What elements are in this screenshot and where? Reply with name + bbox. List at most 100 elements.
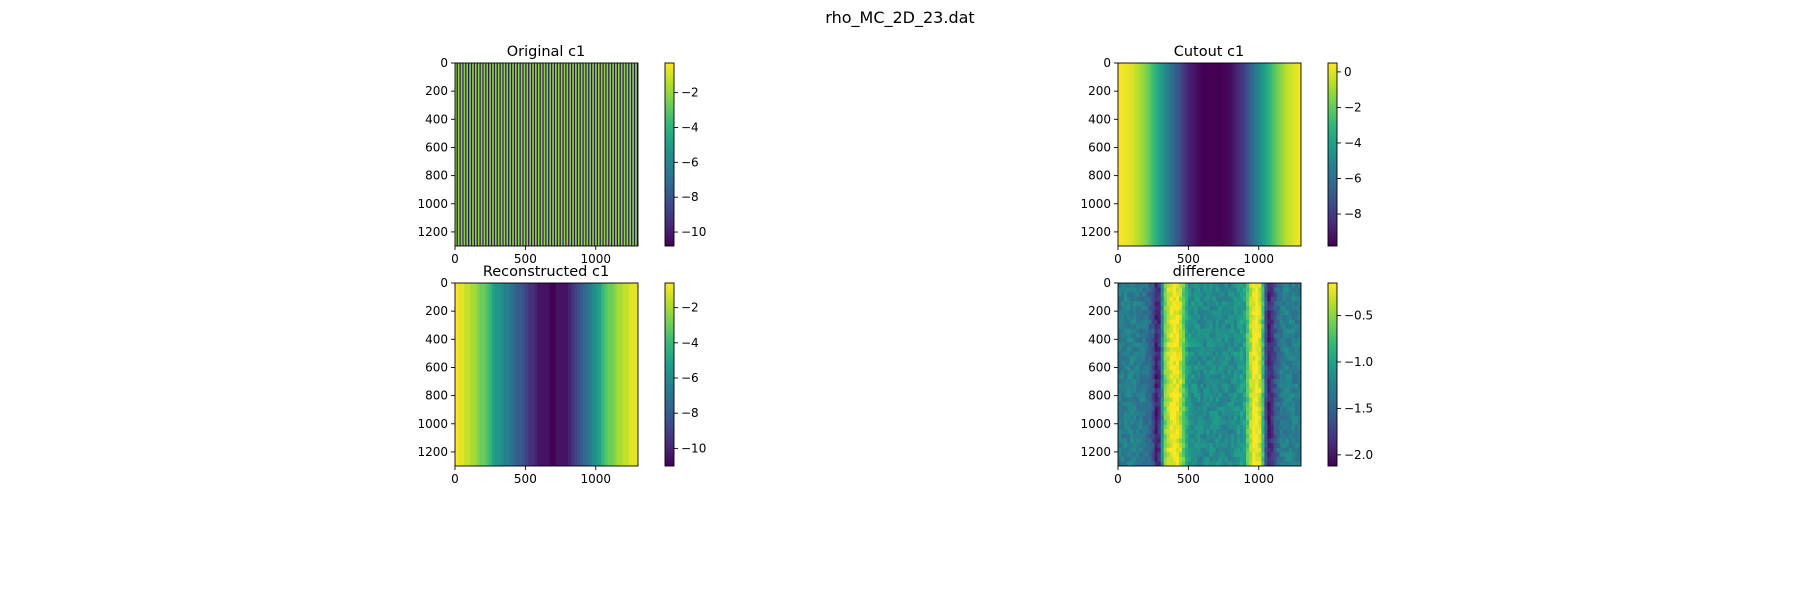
heatmap-cell	[1136, 433, 1140, 440]
heatmap-cell	[1252, 310, 1256, 316]
heatmap-cell	[1179, 456, 1183, 462]
heatmap-cell	[1261, 324, 1265, 330]
heatmap-cell	[1261, 429, 1265, 435]
heatmap-cell	[1221, 429, 1226, 435]
heatmap-cell	[1188, 328, 1192, 334]
heatmap-cell	[1297, 369, 1301, 375]
heatmap-column	[516, 63, 519, 246]
heatmap-column	[1241, 63, 1244, 246]
heatmap-cell	[1154, 379, 1159, 385]
heatmap-cell	[1148, 374, 1153, 380]
heatmap-cell	[1255, 337, 1259, 343]
heatmap-cell	[1267, 324, 1271, 330]
heatmap-cell	[1127, 379, 1131, 385]
heatmap-cell	[1282, 315, 1287, 321]
heatmap-cell	[1191, 287, 1195, 293]
heatmap-cell	[1294, 315, 1299, 321]
heatmap-cell	[1240, 461, 1244, 466]
heatmap-cell	[1252, 452, 1256, 458]
heatmap-column	[534, 283, 538, 466]
heatmap-cell	[1191, 347, 1195, 353]
heatmap-cell	[1264, 443, 1268, 449]
heatmap-cell	[1212, 456, 1217, 462]
heatmap-cell	[1212, 296, 1217, 302]
heatmap-cell	[1276, 456, 1281, 462]
heatmap-cell	[1279, 324, 1284, 330]
heatmap-cell	[1285, 360, 1290, 366]
heatmap-cell	[1273, 351, 1278, 357]
heatmap-cell	[1163, 301, 1168, 307]
heatmap-column	[552, 283, 557, 466]
heatmap-cell	[1163, 342, 1168, 348]
heatmap-cell	[1233, 438, 1238, 444]
heatmap-column	[502, 63, 504, 246]
heatmap-cell	[1194, 333, 1198, 339]
heatmap-cell	[1169, 443, 1174, 449]
heatmap-cell	[1218, 429, 1223, 435]
heatmap-cell	[1240, 392, 1244, 398]
heatmap-column	[555, 63, 557, 246]
heatmap-cell	[1154, 365, 1159, 371]
heatmap-cell	[1212, 347, 1217, 353]
heatmap-cell	[1252, 351, 1256, 357]
heatmap-cell	[1124, 415, 1128, 421]
heatmap-cell	[1133, 369, 1137, 375]
heatmap-cell	[1209, 424, 1214, 430]
heatmap-column	[628, 283, 633, 466]
heatmap-cell	[1294, 383, 1299, 389]
heatmap-cell	[1249, 433, 1253, 440]
heatmap-column	[616, 283, 621, 466]
heatmap-cell	[1160, 452, 1165, 458]
heatmap-cell	[1230, 356, 1235, 362]
heatmap-cell	[1233, 383, 1238, 389]
heatmap-column	[1221, 63, 1224, 246]
heatmap-cell	[1182, 443, 1186, 449]
heatmap-cell	[1185, 456, 1189, 462]
heatmap-column	[488, 283, 493, 466]
heatmap-column	[519, 63, 522, 246]
heatmap-cell	[1209, 301, 1214, 307]
heatmap-cell	[1243, 429, 1247, 435]
heatmap-column	[600, 63, 603, 246]
heatmap-cell	[1175, 438, 1180, 444]
heatmap-column	[1122, 63, 1125, 246]
heatmap-cell	[1182, 392, 1186, 398]
heatmap-cell	[1200, 356, 1204, 362]
heatmap-cell	[1185, 383, 1189, 389]
heatmap-cell	[1270, 301, 1275, 307]
heatmap-cell	[1258, 429, 1262, 435]
heatmap-cell	[1157, 360, 1162, 366]
heatmap-cell	[1279, 424, 1284, 430]
heatmap-cell	[1145, 433, 1149, 440]
heatmap-cell	[1127, 374, 1131, 380]
heatmap-column	[459, 63, 462, 246]
heatmap-column	[609, 63, 611, 246]
heatmap-cell	[1255, 296, 1259, 302]
heatmap-cell	[1185, 433, 1189, 440]
heatmap-cell	[1273, 305, 1278, 311]
heatmap-cell	[1236, 305, 1241, 311]
heatmap-cell	[1285, 374, 1290, 380]
heatmap-cell	[1124, 452, 1128, 458]
heatmap-cell	[1291, 397, 1296, 403]
heatmap-cell	[1218, 283, 1223, 289]
heatmap-cell	[1240, 301, 1244, 307]
heatmap-cell	[1291, 461, 1296, 466]
heatmap-cell	[1206, 433, 1210, 440]
heatmap-cell	[1294, 369, 1299, 375]
heatmap-cell	[1212, 319, 1217, 325]
heatmap-cell	[1270, 369, 1275, 375]
heatmap-cell	[1163, 333, 1168, 339]
heatmap-cell	[1233, 461, 1238, 466]
heatmap-cell	[1148, 365, 1153, 371]
heatmap-cell	[1127, 429, 1131, 435]
heatmap-cell	[1294, 324, 1299, 330]
heatmap-cell	[1291, 337, 1296, 343]
heatmap-cell	[1212, 388, 1217, 394]
heatmap-cell	[1267, 401, 1271, 408]
heatmap-cell	[1258, 447, 1262, 453]
heatmap-cell	[1261, 319, 1265, 325]
heatmap-cell	[1288, 438, 1293, 444]
heatmap-cell	[1288, 411, 1293, 417]
heatmap-cell	[1133, 420, 1137, 426]
